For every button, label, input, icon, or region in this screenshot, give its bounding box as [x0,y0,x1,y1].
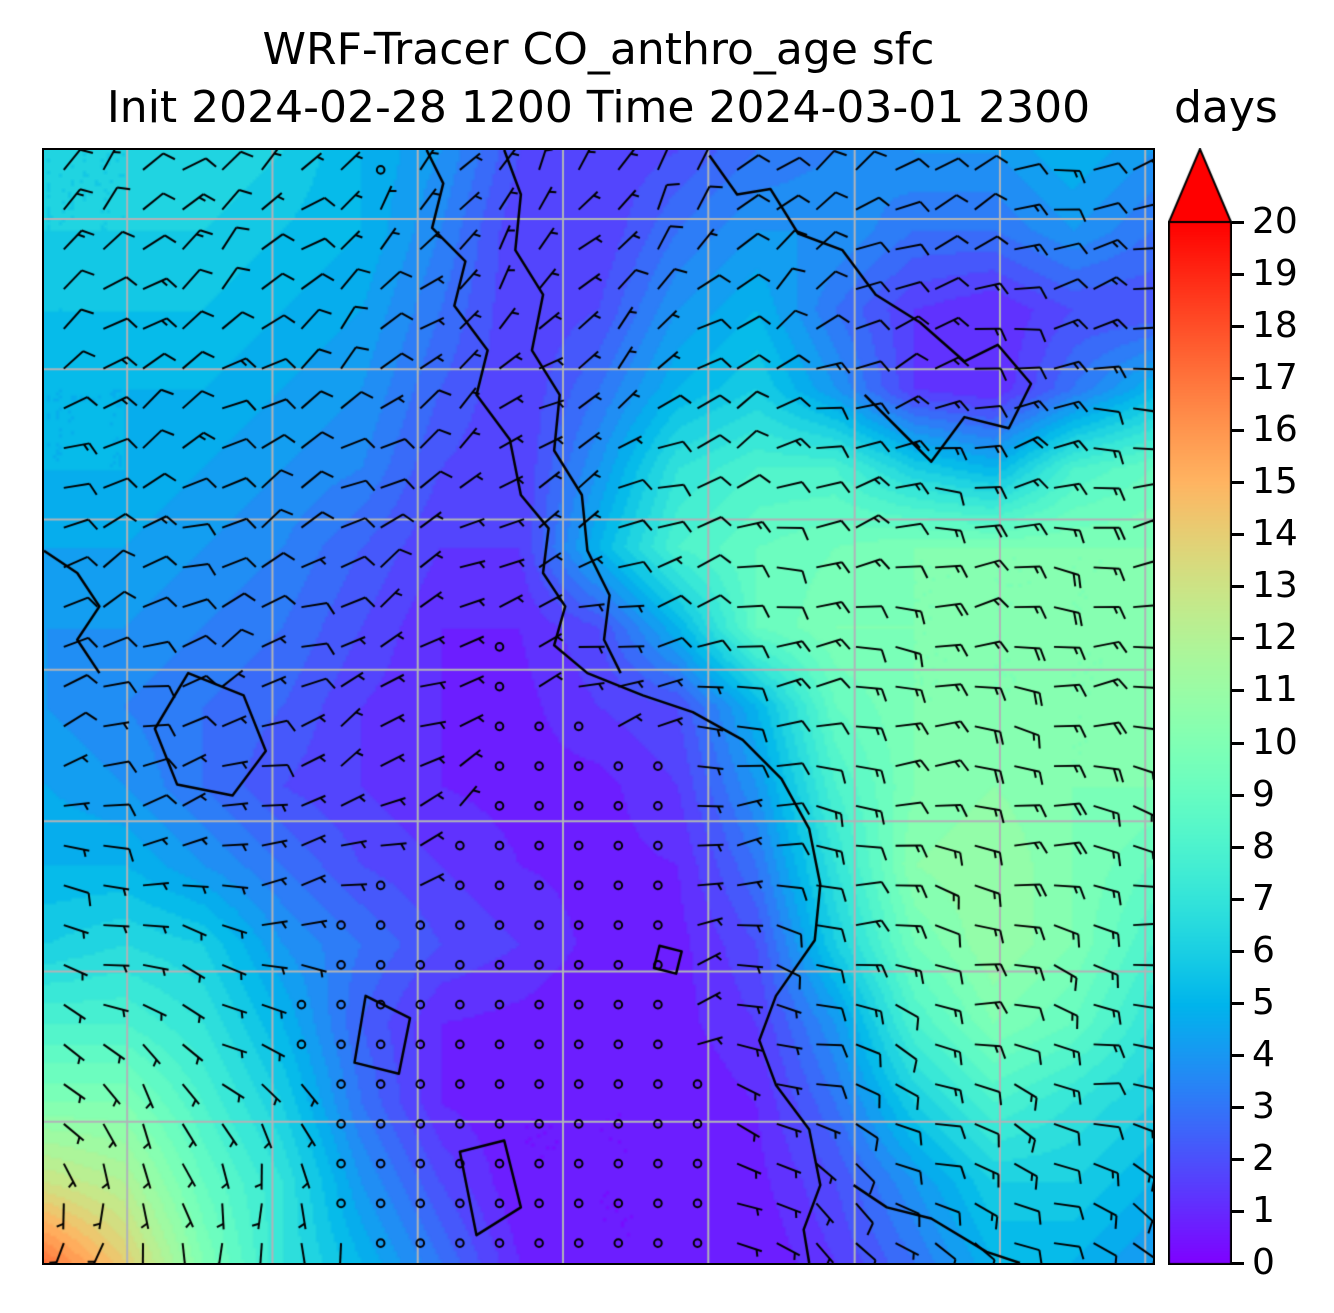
colorbar-tick-label: 6 [1252,929,1275,971]
colorbar-tick [1232,481,1244,485]
colorbar-tick [1232,793,1244,797]
colorbar-tick [1232,1157,1244,1161]
colorbar-tick-label: 18 [1252,305,1298,347]
colorbar-tick [1232,429,1244,433]
colorbar-tick-label: 12 [1252,617,1298,659]
colorbar-tick [1232,1209,1244,1213]
colorbar-tick-label: 2 [1252,1137,1275,1179]
colorbar-tick [1232,377,1244,381]
colorbar-units-label: days [1174,82,1278,133]
colorbar-tick-label: 10 [1252,721,1298,763]
colorbar-tick [1232,897,1244,901]
colorbar-tick [1232,1262,1244,1265]
map-canvas [44,150,1153,1263]
colorbar-tick [1232,325,1244,329]
colorbar-tick-label: 3 [1252,1085,1275,1127]
colorbar-tick [1232,845,1244,849]
colorbar-tick-label: 13 [1252,565,1298,607]
colorbar-tick [1232,637,1244,641]
colorbar-tick-label: 5 [1252,981,1275,1023]
colorbar-tick-label: 0 [1252,1242,1275,1283]
colorbar-tick-label: 1 [1252,1189,1275,1231]
colorbar-tick [1232,273,1244,277]
colorbar-tick-label: 15 [1252,461,1298,503]
colorbar-tick [1232,1001,1244,1005]
colorbar-tick [1232,741,1244,745]
colorbar-tick-label: 19 [1252,253,1298,295]
colorbar-tick [1232,1105,1244,1109]
colorbar-tick-label: 4 [1252,1033,1275,1075]
colorbar-tick-label: 8 [1252,825,1275,867]
colorbar-tick-label: 20 [1252,201,1298,242]
colorbar-tick [1232,585,1244,589]
colorbar-tick-label: 17 [1252,357,1298,399]
colorbar-tick-label: 9 [1252,773,1275,815]
colorbar-tick [1232,1053,1244,1057]
colorbar-canvas [1168,148,1232,1265]
colorbar-tick-label: 11 [1252,669,1298,711]
plot-title: WRF-Tracer CO_anthro_age sfc [262,24,935,75]
colorbar: 0 1 2 3 4 5 6 7 8 9 10 11 12 13 14 15 16 17 18 19 20 [1168,148,1298,1283]
colorbar-tick [1232,533,1244,537]
colorbar-tick [1232,689,1244,693]
colorbar-tick [1232,221,1244,224]
colorbar-tick-label: 16 [1252,409,1298,451]
colorbar-tick [1232,949,1244,953]
colorbar-tick-label: 14 [1252,513,1298,555]
map-panel [42,148,1155,1265]
plot-subtitle: Init 2024-02-28 1200 Time 2024-03-01 230… [106,82,1091,133]
colorbar-tick-label: 7 [1252,877,1275,919]
